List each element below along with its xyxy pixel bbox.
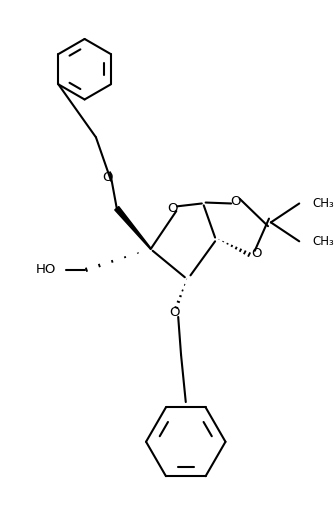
Text: CH₃: CH₃ (312, 235, 334, 248)
Text: O: O (251, 247, 262, 260)
Text: CH₃: CH₃ (312, 197, 334, 210)
Text: O: O (230, 195, 241, 208)
Text: O: O (167, 202, 178, 215)
Text: O: O (169, 306, 180, 319)
Text: O: O (102, 171, 113, 184)
Polygon shape (115, 206, 151, 249)
Text: HO: HO (36, 263, 56, 276)
